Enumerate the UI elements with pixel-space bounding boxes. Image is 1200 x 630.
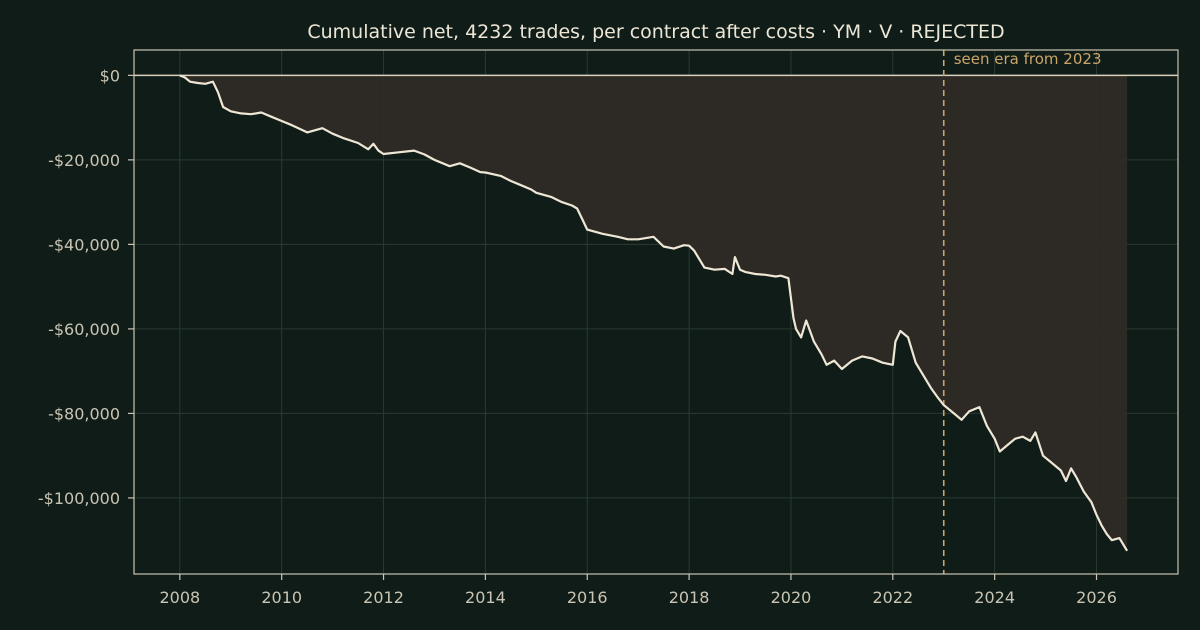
y-tick-label: -$60,000 xyxy=(48,320,120,339)
y-tick-label: -$80,000 xyxy=(48,404,120,423)
drawdown-area xyxy=(179,75,1128,551)
x-tick-label: 2024 xyxy=(974,588,1015,607)
y-tick-label: -$100,000 xyxy=(38,489,120,508)
cumulative-net-line xyxy=(179,74,1129,552)
y-tick-label: -$40,000 xyxy=(48,235,120,254)
x-tick-label: 2026 xyxy=(1076,588,1117,607)
x-tick-label: 2012 xyxy=(363,588,404,607)
x-tick-label: 2020 xyxy=(771,588,812,607)
x-tick-label: 2014 xyxy=(465,588,506,607)
x-axis: 2008 2010 2012 2014 2016 2018 2020 2022 2024 2026 xyxy=(159,574,1117,607)
x-tick-label: 2018 xyxy=(669,588,710,607)
x-tick-label: 2008 xyxy=(159,588,200,607)
seen-era-label: seen era from 2023 xyxy=(954,50,1102,68)
x-tick-label: 2010 xyxy=(261,588,302,607)
y-tick-label: $0 xyxy=(100,66,120,85)
x-tick-label: 2022 xyxy=(872,588,913,607)
x-tick-label: 2016 xyxy=(567,588,608,607)
plot-frame xyxy=(133,49,1179,575)
chart-title: Cumulative net, 4232 trades, per contrac… xyxy=(307,21,1004,43)
y-axis: $0 -$20,000 -$40,000 -$60,000 -$80,000 -$100,… xyxy=(38,66,134,508)
y-tick-label: -$20,000 xyxy=(48,151,120,170)
